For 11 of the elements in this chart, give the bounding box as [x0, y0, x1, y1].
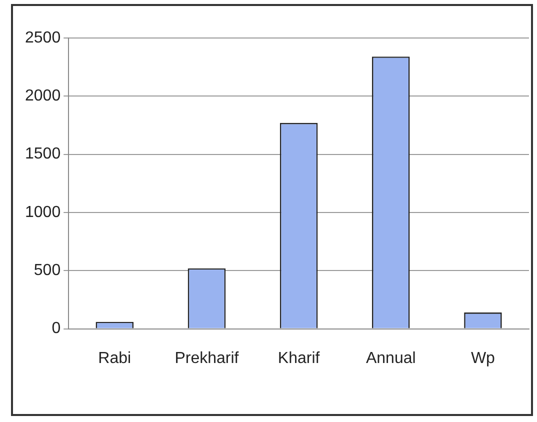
- y-tick-label: 1500: [25, 146, 61, 163]
- y-tick-label: 0: [52, 320, 61, 338]
- x-tick-label: Prekharif: [174, 350, 240, 367]
- x-tick-label: Kharif: [278, 350, 320, 367]
- y-tick-label: 500: [34, 262, 61, 280]
- y-tick-label: 1000: [25, 204, 61, 221]
- y-tick-label: 2000: [25, 88, 61, 105]
- x-tick-label: Wp: [470, 350, 496, 367]
- y-tick-label: 2500: [25, 29, 61, 46]
- x-tick-label: Rabi: [98, 350, 132, 367]
- x-tick-label: Annual: [366, 350, 416, 367]
